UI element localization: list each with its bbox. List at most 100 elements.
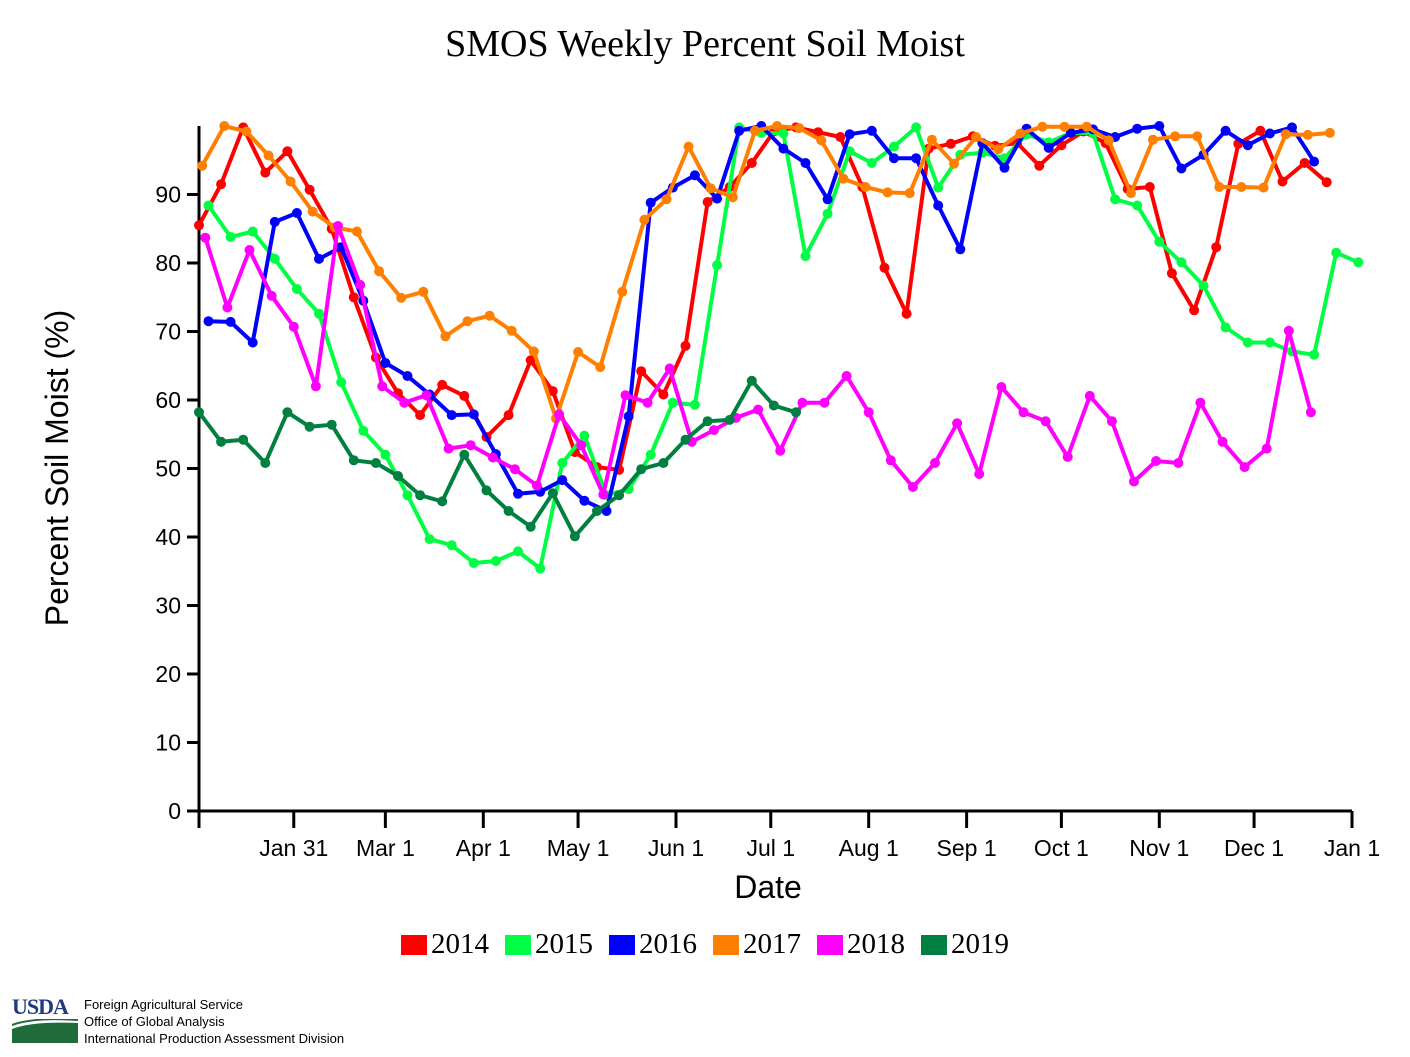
data-point-2016 xyxy=(712,193,723,204)
data-point-2017 xyxy=(683,141,694,152)
data-point-2015 xyxy=(446,540,457,551)
data-point-2015 xyxy=(800,251,811,262)
data-point-2016 xyxy=(1287,122,1297,133)
data-point-2015 xyxy=(203,200,214,211)
data-point-2017 xyxy=(860,182,871,192)
data-point-2016 xyxy=(1220,125,1231,136)
legend-label: 2019 xyxy=(951,928,1009,960)
legend-label: 2014 xyxy=(431,928,489,960)
data-point-2019 xyxy=(238,434,249,445)
data-point-2018 xyxy=(1261,443,1272,454)
data-point-2017 xyxy=(882,187,893,198)
data-point-2018 xyxy=(443,443,454,454)
footer: USDA Foreign Agricultural Service Office… xyxy=(12,996,344,1047)
data-point-2017 xyxy=(838,173,849,184)
legend-swatch xyxy=(609,934,635,955)
data-point-2018 xyxy=(974,469,985,479)
data-point-2019 xyxy=(503,506,514,516)
footer-line-fas: Foreign Agricultural Service xyxy=(84,997,243,1012)
data-point-2018 xyxy=(797,397,808,408)
data-point-2016 xyxy=(468,409,479,420)
data-point-2017 xyxy=(418,286,429,297)
data-point-2014 xyxy=(348,292,359,303)
data-point-2015 xyxy=(468,558,479,568)
data-point-2015 xyxy=(1220,322,1231,333)
data-point-2014 xyxy=(1211,242,1222,253)
data-point-2019 xyxy=(636,464,647,475)
data-point-2018 xyxy=(399,397,410,408)
data-point-2014 xyxy=(1189,305,1200,316)
data-point-2015 xyxy=(557,458,568,468)
data-point-2015 xyxy=(535,563,546,574)
data-point-2016 xyxy=(579,495,590,506)
data-point-2015 xyxy=(1198,280,1209,291)
data-point-2017 xyxy=(1103,135,1114,146)
data-point-2014 xyxy=(415,410,426,421)
data-point-2015 xyxy=(380,449,391,460)
series-line-2018 xyxy=(203,224,1313,497)
data-point-2018 xyxy=(465,440,476,451)
data-point-2016 xyxy=(1176,163,1187,174)
x-tick-label: Jan 31 xyxy=(259,835,328,861)
data-point-2017 xyxy=(1059,121,1070,132)
data-point-2018 xyxy=(620,390,631,401)
data-point-2016 xyxy=(1154,121,1165,131)
legend-swatch xyxy=(505,934,531,955)
series-2014 xyxy=(194,122,1332,475)
usda-logo-graphic xyxy=(12,1019,78,1043)
data-point-2019 xyxy=(569,531,580,542)
data-point-2015 xyxy=(667,397,678,408)
data-point-2015 xyxy=(314,308,324,319)
data-point-2015 xyxy=(358,425,369,436)
data-point-2017 xyxy=(1280,129,1291,140)
data-point-2016 xyxy=(314,253,324,264)
data-point-2018 xyxy=(1106,416,1117,427)
usda-logo: USDA xyxy=(12,996,80,1044)
data-point-2018 xyxy=(996,382,1007,392)
data-point-2014 xyxy=(194,220,204,231)
data-point-2017 xyxy=(1148,134,1158,145)
data-point-2018 xyxy=(1018,407,1029,418)
data-point-2017 xyxy=(705,183,716,194)
data-point-2014 xyxy=(547,386,558,397)
series-line-2017 xyxy=(200,124,1331,421)
data-point-2014 xyxy=(835,132,846,142)
x-tick-label: Jun 1 xyxy=(648,835,704,861)
data-point-2015 xyxy=(1331,247,1342,258)
data-point-2018 xyxy=(222,302,233,313)
data-point-2019 xyxy=(525,521,536,532)
data-point-2015 xyxy=(1154,236,1165,247)
data-point-2016 xyxy=(800,158,811,168)
data-point-2017 xyxy=(484,310,495,321)
data-point-2015 xyxy=(424,534,435,545)
data-point-2017 xyxy=(949,158,959,169)
data-point-2015 xyxy=(1264,337,1275,348)
data-point-2015 xyxy=(513,546,523,557)
data-point-2015 xyxy=(712,260,723,271)
data-point-2014 xyxy=(216,179,227,190)
data-point-2018 xyxy=(642,397,653,408)
data-point-2019 xyxy=(547,488,558,499)
data-point-2018 xyxy=(664,363,675,374)
data-point-2017 xyxy=(772,121,783,131)
data-point-2019 xyxy=(370,458,381,468)
data-point-2018 xyxy=(1217,436,1228,447)
data-point-2015 xyxy=(866,158,877,168)
data-point-2019 xyxy=(437,496,448,507)
data-point-2014 xyxy=(1034,160,1045,171)
data-point-2014 xyxy=(680,340,691,351)
data-point-2017 xyxy=(661,194,672,205)
data-point-2016 xyxy=(557,475,568,486)
data-point-2018 xyxy=(532,480,542,491)
data-point-2014 xyxy=(901,308,912,319)
data-point-2015 xyxy=(490,556,501,566)
data-point-2017 xyxy=(794,123,805,134)
legend-item-2014: 2014 xyxy=(401,928,489,961)
data-point-2017 xyxy=(241,126,252,137)
data-point-2018 xyxy=(333,221,343,231)
x-tick-label: Mar 1 xyxy=(356,835,415,861)
data-point-2019 xyxy=(680,434,691,445)
data-point-2018 xyxy=(1305,407,1316,418)
data-point-2016 xyxy=(933,200,944,211)
data-point-2017 xyxy=(285,176,296,187)
